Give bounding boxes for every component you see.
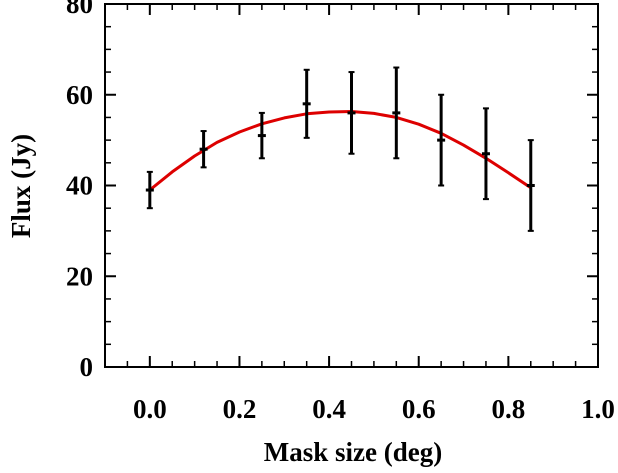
x-tick-label: 1.0 [581,394,615,424]
data-point [145,170,154,210]
y-tick-label: 20 [66,261,93,291]
x-tick-label: 0.8 [491,394,525,424]
y-tick-label: 60 [66,80,93,110]
y-tick-labels: 0 20 40 60 80 [66,0,93,382]
plot-frame [104,3,599,368]
x-tick-labels: 0.0 0.2 0.4 0.6 0.8 1.0 [133,394,615,424]
y-tick-label: 80 [66,0,93,19]
x-tick-label: 0.4 [312,394,346,424]
data-point [437,93,446,187]
x-tick-label: 0.2 [223,394,257,424]
y-tick-label: 40 [66,171,93,201]
data-point [481,107,490,201]
x-tick-label: 0.6 [402,394,436,424]
x-axis-title: Mask size (deg) [264,437,442,467]
y-axis-title: Flux (Jy) [6,134,36,238]
axis-ticks [104,3,599,368]
data-point [526,139,535,232]
fit-curve-layer [148,110,532,192]
y-tick-label: 0 [80,352,94,382]
fit-curve [148,110,532,192]
data-point [199,130,208,169]
data-points-layer [145,66,535,232]
data-point [392,66,401,160]
data-point [347,71,356,155]
data-point [257,111,266,160]
data-point [302,68,311,139]
x-tick-label: 0.0 [133,394,167,424]
